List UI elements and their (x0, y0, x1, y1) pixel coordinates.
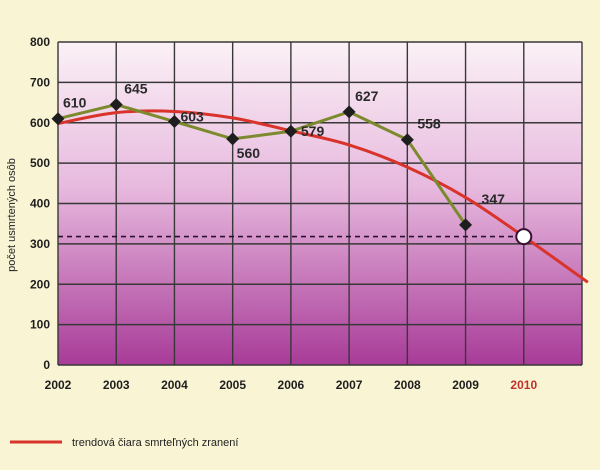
axis-ticks: 0 100 200 300 400 500 600 700 800 2002 2003 2004 200… (30, 35, 537, 392)
data-point-marker (342, 105, 356, 119)
y-tick-label: 600 (30, 116, 50, 130)
x-tick-label: 2008 (394, 378, 421, 392)
data-series-group (51, 98, 533, 246)
data-label: 579 (301, 123, 325, 139)
x-tick-label: 2006 (278, 378, 305, 392)
data-point-marker (400, 133, 414, 147)
y-tick-label: 700 (30, 75, 50, 89)
data-label: 610 (63, 95, 87, 111)
trend-line (57, 109, 589, 284)
y-tick-label: 800 (30, 35, 50, 49)
data-point-marker (226, 132, 240, 146)
trend-line-group (57, 109, 589, 284)
x-tick-label: 2002 (45, 378, 72, 392)
data-point-marker (167, 115, 181, 129)
x-tick-label: 2009 (452, 378, 479, 392)
data-label: 560 (237, 145, 261, 161)
x-tick-label: 2005 (219, 378, 246, 392)
legend-label: trendová čiara smrteľných zranení (72, 437, 238, 449)
x-tick-label: 2003 (103, 378, 130, 392)
data-point-marker (459, 218, 473, 232)
y-tick-label: 200 (30, 277, 50, 291)
data-label: 347 (482, 191, 506, 207)
y-tick-label: 500 (30, 156, 50, 170)
data-label: 603 (180, 109, 204, 125)
x-tick-label: 2010 (510, 378, 537, 392)
grid (57, 41, 583, 366)
y-tick-label: 100 (30, 318, 50, 332)
data-label: 645 (124, 81, 148, 97)
y-axis-label: počet usmrtených osôb (6, 158, 18, 272)
data-series-line (57, 103, 467, 226)
x-tick-label: 2004 (161, 378, 188, 392)
data-labels: 610 645 603 560 579 627 558 347 (63, 81, 505, 207)
data-point-marker (284, 124, 298, 138)
y-tick-label: 400 (30, 197, 50, 211)
data-label: 627 (355, 88, 379, 104)
y-tick-label: 300 (30, 237, 50, 251)
target-marker (515, 228, 533, 246)
x-tick-label: 2007 (336, 378, 363, 392)
data-point-marker (51, 112, 65, 126)
y-tick-label: 0 (43, 358, 50, 372)
data-label: 558 (417, 116, 441, 132)
data-point-marker (109, 98, 123, 112)
